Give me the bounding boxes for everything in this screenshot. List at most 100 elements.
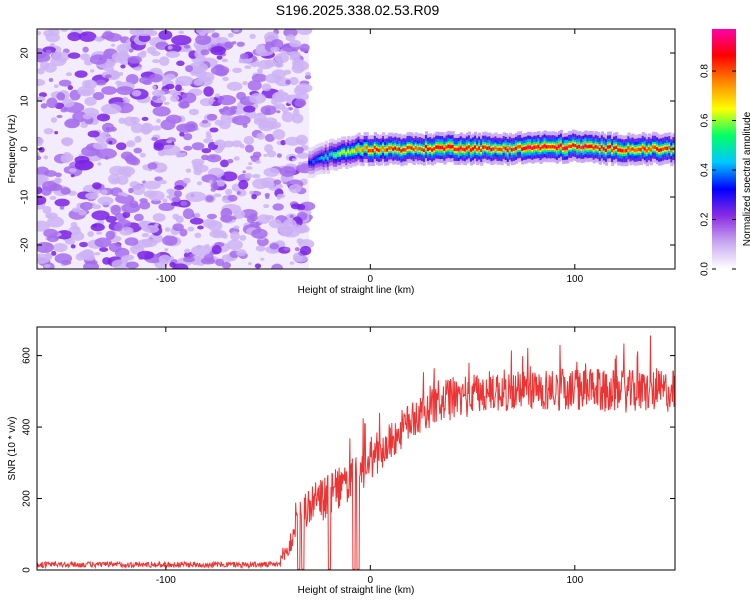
noise-blob: [143, 225, 159, 234]
noise-blob: [223, 140, 234, 148]
noise-blob: [151, 137, 159, 141]
carrier-cell: [322, 157, 326, 161]
carrier-cell: [512, 147, 517, 152]
noise-blob: [249, 213, 258, 222]
carrier-cell: [664, 146, 668, 150]
carrier-cell: [463, 148, 468, 152]
noise-blob: [49, 183, 63, 192]
noise-blob: [49, 43, 56, 47]
carrier-cell: [494, 146, 498, 150]
noise-blob: [157, 92, 162, 96]
carrier-cell: [600, 145, 605, 149]
noise-blob: [213, 141, 220, 146]
noise-blob: [299, 245, 312, 256]
noise-blob: [56, 114, 63, 119]
carrier-cell: [570, 144, 574, 149]
noise-blob: [129, 29, 144, 36]
noise-blob: [215, 68, 228, 77]
y-tick-label: 20: [20, 47, 31, 59]
noise-blob: [263, 204, 270, 209]
noise-blob: [37, 253, 50, 264]
carrier-cell: [508, 146, 513, 150]
noise-blob: [143, 180, 161, 190]
carrier-cell: [336, 152, 341, 156]
carrier-cell: [662, 147, 666, 151]
noise-blob: [37, 186, 43, 195]
noise-blob: [43, 155, 48, 160]
carrier-cell: [412, 147, 416, 152]
carrier-cell: [647, 147, 652, 151]
noise-blob: [194, 232, 202, 239]
noise-blob: [64, 153, 74, 162]
carrier-cell: [394, 146, 398, 150]
noise-blob: [126, 140, 136, 148]
noise-blob: [209, 127, 219, 133]
noise-blob: [110, 204, 121, 216]
noise-blob: [191, 142, 205, 151]
noise-blob: [37, 155, 42, 161]
colorbar: 0.0 0.2 0.4 0.6 0.8 Normalized spectral ampli…: [700, 29, 750, 276]
noise-blob: [272, 203, 284, 211]
carrier-cell: [590, 144, 594, 148]
noise-blob: [297, 29, 313, 36]
carrier-cell: [566, 146, 570, 150]
noise-blob: [298, 161, 303, 166]
carrier-cell: [670, 149, 674, 153]
noise-blob: [95, 148, 117, 160]
noise-blob: [80, 89, 91, 96]
noise-blob: [82, 46, 89, 53]
noise-blob: [252, 178, 269, 190]
noise-blob: [253, 117, 267, 126]
noise-blob: [244, 144, 254, 153]
noise-blob: [43, 29, 55, 37]
noise-blob: [152, 106, 171, 117]
carrier-cell: [655, 147, 660, 151]
carrier-cell: [627, 146, 631, 150]
noise-blob: [214, 119, 225, 126]
colorbar-tick-label: 0.2: [700, 212, 711, 226]
noise-blob: [116, 43, 130, 54]
carrier-cell: [445, 145, 449, 149]
carrier-cell: [543, 144, 547, 148]
carrier-cell: [308, 160, 312, 165]
noise-blob: [193, 164, 209, 173]
noise-blob: [199, 98, 214, 107]
noise-blob: [261, 83, 272, 92]
carrier-cell: [459, 146, 463, 150]
carrier-cell: [361, 149, 365, 153]
carrier-cell: [523, 146, 527, 151]
colorbar-gradient: [712, 29, 736, 269]
noise-blob: [49, 195, 57, 200]
carrier-cell: [339, 152, 343, 156]
noise-blob: [190, 72, 196, 76]
noise-blob: [167, 45, 173, 50]
noise-blob: [242, 123, 248, 128]
noise-blob: [248, 262, 252, 266]
carrier-cell: [613, 146, 617, 150]
noise-blob: [196, 181, 203, 186]
noise-blob: [251, 228, 268, 239]
noise-blob: [296, 238, 304, 245]
carrier-cell: [621, 149, 625, 153]
noise-blob: [171, 196, 181, 203]
noise-blob: [89, 69, 95, 73]
noise-blob: [189, 217, 204, 225]
noise-blob: [184, 248, 191, 254]
noise-blob: [212, 230, 222, 237]
noise-blob: [153, 142, 165, 151]
noise-blob: [185, 191, 207, 202]
carrier-cell: [563, 146, 568, 150]
noise-blob: [181, 92, 197, 104]
carrier-cell: [596, 145, 600, 150]
carrier-cell: [334, 153, 339, 157]
noise-blob: [162, 198, 168, 203]
noise-blob: [170, 201, 180, 207]
noise-blob: [242, 170, 246, 174]
noise-blob: [175, 215, 184, 224]
y-tick-label: 10: [20, 95, 31, 107]
noise-blob: [221, 232, 228, 239]
carrier-cell: [484, 145, 488, 149]
y-tick-label: 0: [22, 567, 33, 573]
noise-blob: [200, 49, 210, 56]
